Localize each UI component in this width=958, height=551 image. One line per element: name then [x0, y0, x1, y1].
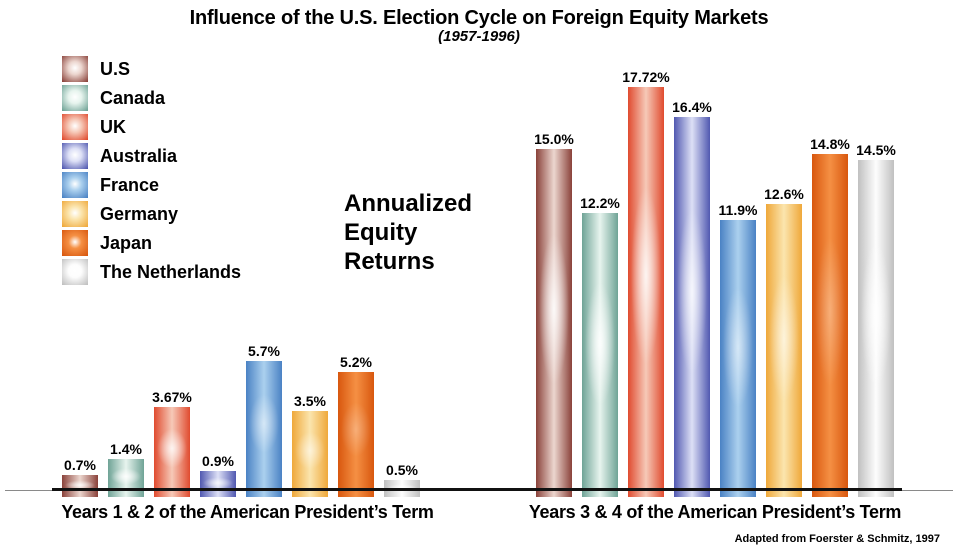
- bar-the-netherlands: 14.5%: [856, 142, 896, 497]
- legend-label-u-s: U.S: [100, 58, 131, 79]
- legend-label-uk: UK: [100, 116, 126, 137]
- bar-value-label: 15.0%: [534, 131, 574, 147]
- legend-label-japan: Japan: [100, 232, 153, 253]
- legend-item-canada: Canada: [62, 85, 241, 111]
- legend-label-australia: Australia: [100, 145, 178, 166]
- legend-swatch-canada: [62, 85, 88, 111]
- legend-label-germany: Germany: [100, 203, 179, 224]
- bar-canada: 1.4%: [108, 441, 144, 497]
- bar-value-label: 16.4%: [672, 99, 712, 116]
- legend-swatch-uk: [62, 114, 88, 140]
- bar-value-label: 5.2%: [340, 354, 372, 371]
- attribution-text: Adapted from Foerster & Schmitz, 1997: [734, 533, 940, 545]
- legend-swatch-japan: [62, 230, 88, 256]
- center-annotation: Annualized Equity Returns: [344, 190, 473, 275]
- legend-swatch-the-netherlands: [62, 259, 88, 285]
- bar-japan: 5.2%: [338, 354, 374, 497]
- bar-value-label: 3.5%: [294, 393, 326, 410]
- bar-japan: 14.8%: [810, 136, 850, 497]
- bar-value-label: 11.9%: [718, 201, 758, 218]
- bar-uk: 17.72%: [622, 69, 670, 497]
- bar-germany: 3.5%: [292, 393, 328, 497]
- bar-value-label: 5.7%: [248, 343, 280, 359]
- bar-value-label: 12.2%: [580, 194, 620, 211]
- legend-swatch-germany: [62, 201, 88, 227]
- bar-u-s: 15.0%: [534, 131, 574, 497]
- bar-value-label: 1.4%: [110, 441, 142, 458]
- chart-subtitle: (1957-1996): [438, 28, 520, 45]
- group-label-years-3-4: Years 3 & 4 of the American President’s …: [528, 502, 902, 522]
- bar-value-label: 17.72%: [622, 69, 670, 85]
- bar-value-label: 0.9%: [202, 452, 234, 469]
- bar-value-label: 14.8%: [810, 135, 850, 152]
- legend: U.S Canada UK Australia France Germany Japan Th…: [62, 56, 241, 288]
- bar-value-label: 14.5%: [856, 142, 896, 159]
- bar-group-years-1-2: 0.7% 1.4% 3.67% 0.9% 5.7% 3.5% 5.2% 0.5%: [62, 343, 420, 497]
- legend-item-japan: Japan: [62, 230, 241, 256]
- legend-label-canada: Canada: [100, 87, 166, 108]
- bar-france: 11.9%: [719, 202, 757, 497]
- legend-swatch-australia: [62, 143, 88, 169]
- bar-u-s: 0.7%: [62, 457, 98, 497]
- bar-value-label: 3.67%: [152, 389, 192, 406]
- legend-swatch-france: [62, 172, 88, 198]
- legend-item-france: France: [62, 172, 241, 198]
- legend-item-australia: Australia: [62, 143, 241, 169]
- bar-value-label: 12.6%: [764, 185, 804, 202]
- legend-item-the-netherlands: The Netherlands: [62, 259, 241, 285]
- legend-item-germany: Germany: [62, 201, 241, 227]
- bar-group-years-3-4: 15.0% 12.2% 17.72% 16.4% 11.9% 12.6% 14.8% 14.5…: [534, 69, 896, 497]
- legend-item-uk: UK: [62, 114, 241, 140]
- bar-germany: 12.6%: [764, 186, 804, 497]
- legend-label-france: France: [100, 174, 160, 195]
- chart-title: Influence of the U.S. Election Cycle on …: [189, 7, 769, 29]
- bar-france: 5.7%: [246, 343, 282, 497]
- legend-item-u-s: U.S: [62, 56, 241, 82]
- legend-label-the-netherlands: The Netherlands: [100, 261, 242, 282]
- x-axis-line: [52, 488, 902, 491]
- bar-value-label: 0.5%: [386, 461, 418, 478]
- bar-australia: 16.4%: [672, 99, 712, 497]
- legend-swatch-u-s: [62, 56, 88, 82]
- bar-canada: 12.2%: [580, 195, 620, 497]
- group-label-years-1-2: Years 1 & 2 of the American President’s …: [61, 502, 434, 522]
- bar-uk: 3.67%: [152, 389, 192, 497]
- bar-australia: 0.9%: [200, 453, 236, 497]
- bar-value-label: 0.7%: [64, 457, 96, 473]
